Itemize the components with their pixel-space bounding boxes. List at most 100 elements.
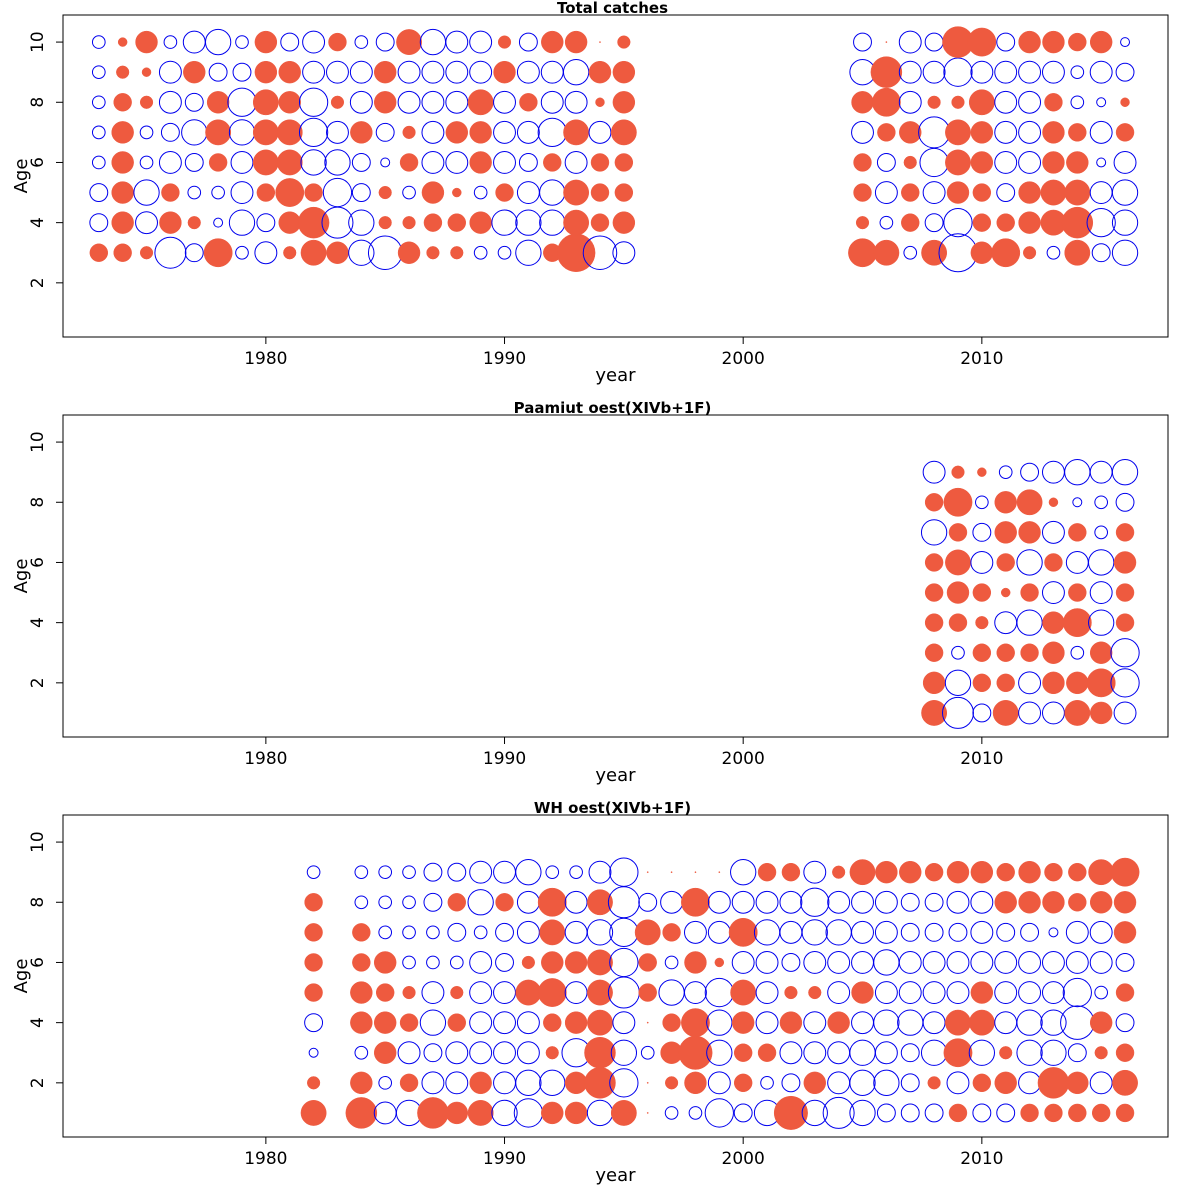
residual-bubble xyxy=(154,236,187,269)
residual-bubble xyxy=(951,95,965,109)
residual-bubble xyxy=(516,1011,540,1035)
residual-bubble xyxy=(467,889,494,916)
residual-bubble xyxy=(278,60,301,84)
residual-bubble xyxy=(920,519,948,546)
residual-bubble xyxy=(899,121,922,144)
residual-bubble xyxy=(396,29,422,55)
residual-bubble xyxy=(757,862,777,882)
residual-bubble xyxy=(537,978,567,1007)
residual-bubble xyxy=(421,90,445,114)
residual-bubble xyxy=(537,887,567,917)
residual-bubble xyxy=(516,60,540,84)
residual-bubble xyxy=(898,981,922,1005)
residual-bubble xyxy=(610,1100,637,1126)
residual-bubble xyxy=(1068,583,1087,602)
residual-bubble xyxy=(139,125,154,140)
residual-bubble xyxy=(681,887,710,917)
residual-bubble xyxy=(1064,179,1091,206)
residual-bubble xyxy=(564,1101,588,1125)
residual-bubble xyxy=(681,1008,710,1038)
residual-bubble xyxy=(779,920,803,944)
residual-bubble xyxy=(1040,1039,1067,1066)
residual-bubble xyxy=(1113,921,1137,944)
y-tick-label: 8 xyxy=(28,97,48,108)
residual-bubble xyxy=(617,35,631,49)
residual-bubble xyxy=(586,919,614,946)
residual-bubble xyxy=(516,890,540,914)
residual-bubble xyxy=(638,953,657,972)
residual-bubble xyxy=(612,211,636,234)
residual-bubble xyxy=(1042,611,1065,634)
residual-bubble xyxy=(254,241,278,265)
residual-bubble xyxy=(670,871,673,874)
residual-bubble xyxy=(278,211,301,234)
residual-bubble xyxy=(921,700,948,726)
residual-bubble xyxy=(113,93,132,112)
residual-bubble xyxy=(849,1039,876,1066)
residual-bubble xyxy=(946,981,970,1005)
residual-bubble xyxy=(184,153,204,172)
x-tick-label: 2000 xyxy=(722,749,765,769)
residual-bubble xyxy=(1091,1103,1111,1123)
bubble-series xyxy=(920,459,1140,729)
residual-bubble xyxy=(924,1103,944,1123)
residual-bubble xyxy=(378,216,392,230)
residual-bubble xyxy=(922,1011,946,1035)
residual-bubble xyxy=(402,925,416,940)
residual-bubble xyxy=(946,951,970,974)
residual-bubble xyxy=(1016,1039,1043,1066)
residual-bubble xyxy=(948,1103,968,1123)
residual-bubble xyxy=(924,32,944,52)
residual-bubble xyxy=(1018,891,1041,914)
residual-bubble xyxy=(996,553,1015,572)
residual-bubble xyxy=(348,209,375,236)
residual-bubble xyxy=(256,213,276,233)
residual-bubble xyxy=(587,949,613,976)
residual-bubble xyxy=(349,90,373,114)
x-tick-label: 1990 xyxy=(483,749,526,769)
residual-bubble xyxy=(402,185,416,200)
residual-bubble xyxy=(972,213,992,232)
residual-bubble xyxy=(945,1009,971,1036)
residual-bubble xyxy=(89,213,109,233)
residual-bubble xyxy=(588,120,612,144)
residual-bubble xyxy=(1113,151,1137,174)
residual-bubble xyxy=(634,919,661,946)
residual-bubble xyxy=(586,1099,614,1127)
residual-bubble xyxy=(924,553,944,572)
residual-bubble xyxy=(1016,609,1043,636)
residual-bubble xyxy=(665,1076,679,1090)
residual-bubble xyxy=(803,860,827,884)
residual-bubble xyxy=(402,895,416,910)
residual-bubble xyxy=(275,178,305,207)
residual-bubble xyxy=(515,239,542,266)
residual-bubble xyxy=(1040,179,1067,206)
residual-bubble xyxy=(1041,60,1065,84)
residual-bubble xyxy=(159,211,182,234)
residual-bubble xyxy=(1048,927,1059,938)
residual-bubble xyxy=(278,91,301,114)
residual-bubble xyxy=(704,1098,734,1128)
residual-bubble xyxy=(563,119,590,146)
residual-bubble xyxy=(827,1011,850,1034)
x-tick-label: 2000 xyxy=(722,1149,765,1169)
residual-bubble xyxy=(135,211,158,235)
residual-bubble xyxy=(1086,668,1116,698)
residual-bubble xyxy=(1111,239,1139,266)
residual-bubble xyxy=(537,117,567,148)
residual-bubble xyxy=(1120,37,1131,48)
residual-bubble xyxy=(421,60,445,84)
residual-bubble xyxy=(900,892,920,912)
residual-bubble xyxy=(326,241,349,264)
residual-bubble xyxy=(994,891,1017,914)
residual-bubble xyxy=(1018,671,1042,695)
x-tick-label: 2010 xyxy=(960,349,1003,369)
residual-bubble xyxy=(851,951,874,974)
residual-bubble xyxy=(445,1071,469,1095)
residual-bubble xyxy=(397,60,421,84)
residual-bubble xyxy=(184,243,204,263)
residual-bubble xyxy=(426,955,440,970)
residual-bubble xyxy=(1000,587,1011,598)
residual-bubble xyxy=(718,871,721,874)
